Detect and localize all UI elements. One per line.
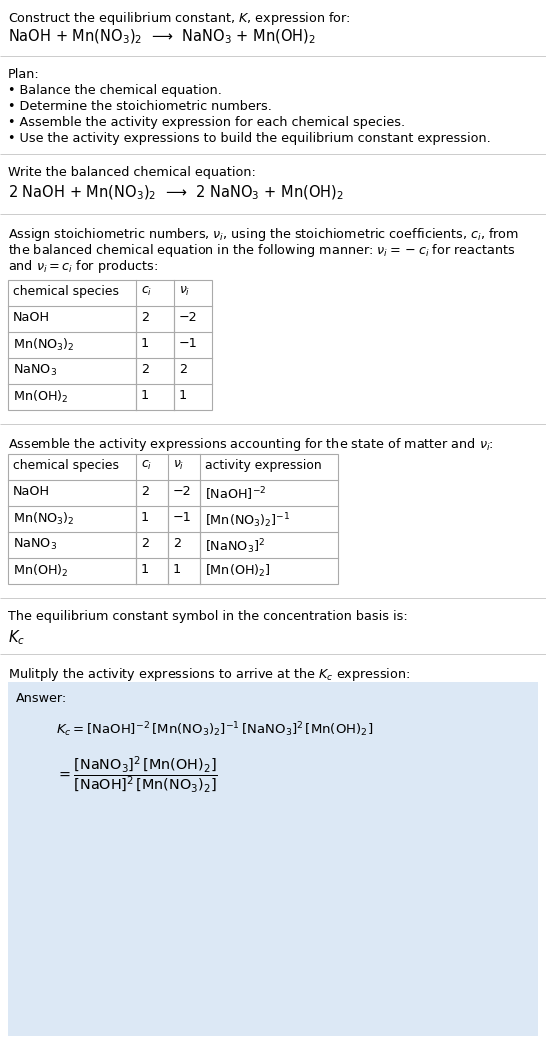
Text: −2: −2 <box>173 485 192 498</box>
Text: 1: 1 <box>141 337 149 350</box>
Text: 1: 1 <box>141 389 149 402</box>
Bar <box>8 454 338 584</box>
Text: Mn(OH)$_2$: Mn(OH)$_2$ <box>13 389 69 406</box>
Text: $\nu_i$: $\nu_i$ <box>179 285 190 298</box>
Text: 1: 1 <box>179 389 187 402</box>
Text: Assign stoichiometric numbers, $\nu_i$, using the stoichiometric coefficients, $: Assign stoichiometric numbers, $\nu_i$, … <box>8 226 519 243</box>
Text: NaNO$_3$: NaNO$_3$ <box>13 363 57 379</box>
Text: 2: 2 <box>141 537 149 550</box>
Text: NaNO$_3$: NaNO$_3$ <box>13 537 57 552</box>
Text: NaOH: NaOH <box>13 311 50 324</box>
Text: the balanced chemical equation in the following manner: $\nu_i = -c_i$ for react: the balanced chemical equation in the fo… <box>8 242 515 259</box>
Text: Mn(NO$_3$)$_2$: Mn(NO$_3$)$_2$ <box>13 337 75 354</box>
Text: Construct the equilibrium constant, $K$, expression for:: Construct the equilibrium constant, $K$,… <box>8 10 351 27</box>
Text: [NaOH]$^{-2}$: [NaOH]$^{-2}$ <box>205 485 266 502</box>
Text: activity expression: activity expression <box>205 459 322 472</box>
Text: chemical species: chemical species <box>13 285 119 298</box>
Text: 1: 1 <box>141 511 149 524</box>
Text: $K_c = [\mathrm{NaOH}]^{-2}\,[\mathrm{Mn(NO_3)_2}]^{-1}\,[\mathrm{NaNO_3}]^2\,[\: $K_c = [\mathrm{NaOH}]^{-2}\,[\mathrm{Mn… <box>56 720 373 738</box>
Text: NaOH: NaOH <box>13 485 50 498</box>
Text: • Assemble the activity expression for each chemical species.: • Assemble the activity expression for e… <box>8 116 405 129</box>
Text: Mn(OH)$_2$: Mn(OH)$_2$ <box>13 563 69 579</box>
Text: [Mn(OH)$_2$]: [Mn(OH)$_2$] <box>205 563 271 579</box>
Text: 2: 2 <box>141 485 149 498</box>
Text: Answer:: Answer: <box>16 692 67 705</box>
Text: −2: −2 <box>179 311 198 324</box>
Text: • Balance the chemical equation.: • Balance the chemical equation. <box>8 84 222 97</box>
Text: 1: 1 <box>141 563 149 576</box>
Text: Mn(NO$_3$)$_2$: Mn(NO$_3$)$_2$ <box>13 511 75 527</box>
Text: Plan:: Plan: <box>8 68 40 81</box>
Text: • Determine the stoichiometric numbers.: • Determine the stoichiometric numbers. <box>8 100 272 113</box>
Text: • Use the activity expressions to build the equilibrium constant expression.: • Use the activity expressions to build … <box>8 132 491 145</box>
Text: Write the balanced chemical equation:: Write the balanced chemical equation: <box>8 166 256 179</box>
Text: and $\nu_i = c_i$ for products:: and $\nu_i = c_i$ for products: <box>8 258 158 275</box>
Text: −1: −1 <box>173 511 192 524</box>
Text: NaOH + Mn(NO$_3$)$_2$  ⟶  NaNO$_3$ + Mn(OH)$_2$: NaOH + Mn(NO$_3$)$_2$ ⟶ NaNO$_3$ + Mn(OH… <box>8 28 316 47</box>
Text: 1: 1 <box>173 563 181 576</box>
Text: 2: 2 <box>179 363 187 376</box>
Text: Mulitply the activity expressions to arrive at the $K_c$ expression:: Mulitply the activity expressions to arr… <box>8 666 410 683</box>
Text: [NaNO$_3$]$^2$: [NaNO$_3$]$^2$ <box>205 537 265 555</box>
Text: −1: −1 <box>179 337 198 350</box>
Text: 2 NaOH + Mn(NO$_3$)$_2$  ⟶  2 NaNO$_3$ + Mn(OH)$_2$: 2 NaOH + Mn(NO$_3$)$_2$ ⟶ 2 NaNO$_3$ + M… <box>8 184 344 203</box>
Text: 2: 2 <box>173 537 181 550</box>
Text: $c_i$: $c_i$ <box>141 285 152 298</box>
Text: 2: 2 <box>141 311 149 324</box>
Text: chemical species: chemical species <box>13 459 119 472</box>
Text: The equilibrium constant symbol in the concentration basis is:: The equilibrium constant symbol in the c… <box>8 610 408 623</box>
Text: $K_c$: $K_c$ <box>8 628 25 647</box>
Text: $c_i$: $c_i$ <box>141 459 152 472</box>
Text: $\nu_i$: $\nu_i$ <box>173 459 184 472</box>
Bar <box>8 280 212 410</box>
Text: $= \dfrac{[\mathrm{NaNO_3}]^2\,[\mathrm{Mn(OH)_2}]}{[\mathrm{NaOH}]^2\,[\mathrm{: $= \dfrac{[\mathrm{NaNO_3}]^2\,[\mathrm{… <box>56 754 218 795</box>
Text: Assemble the activity expressions accounting for the state of matter and $\nu_i$: Assemble the activity expressions accoun… <box>8 436 494 453</box>
Text: 2: 2 <box>141 363 149 376</box>
Bar <box>8 682 538 1036</box>
Text: [Mn(NO$_3$)$_2$]$^{-1}$: [Mn(NO$_3$)$_2$]$^{-1}$ <box>205 511 290 529</box>
